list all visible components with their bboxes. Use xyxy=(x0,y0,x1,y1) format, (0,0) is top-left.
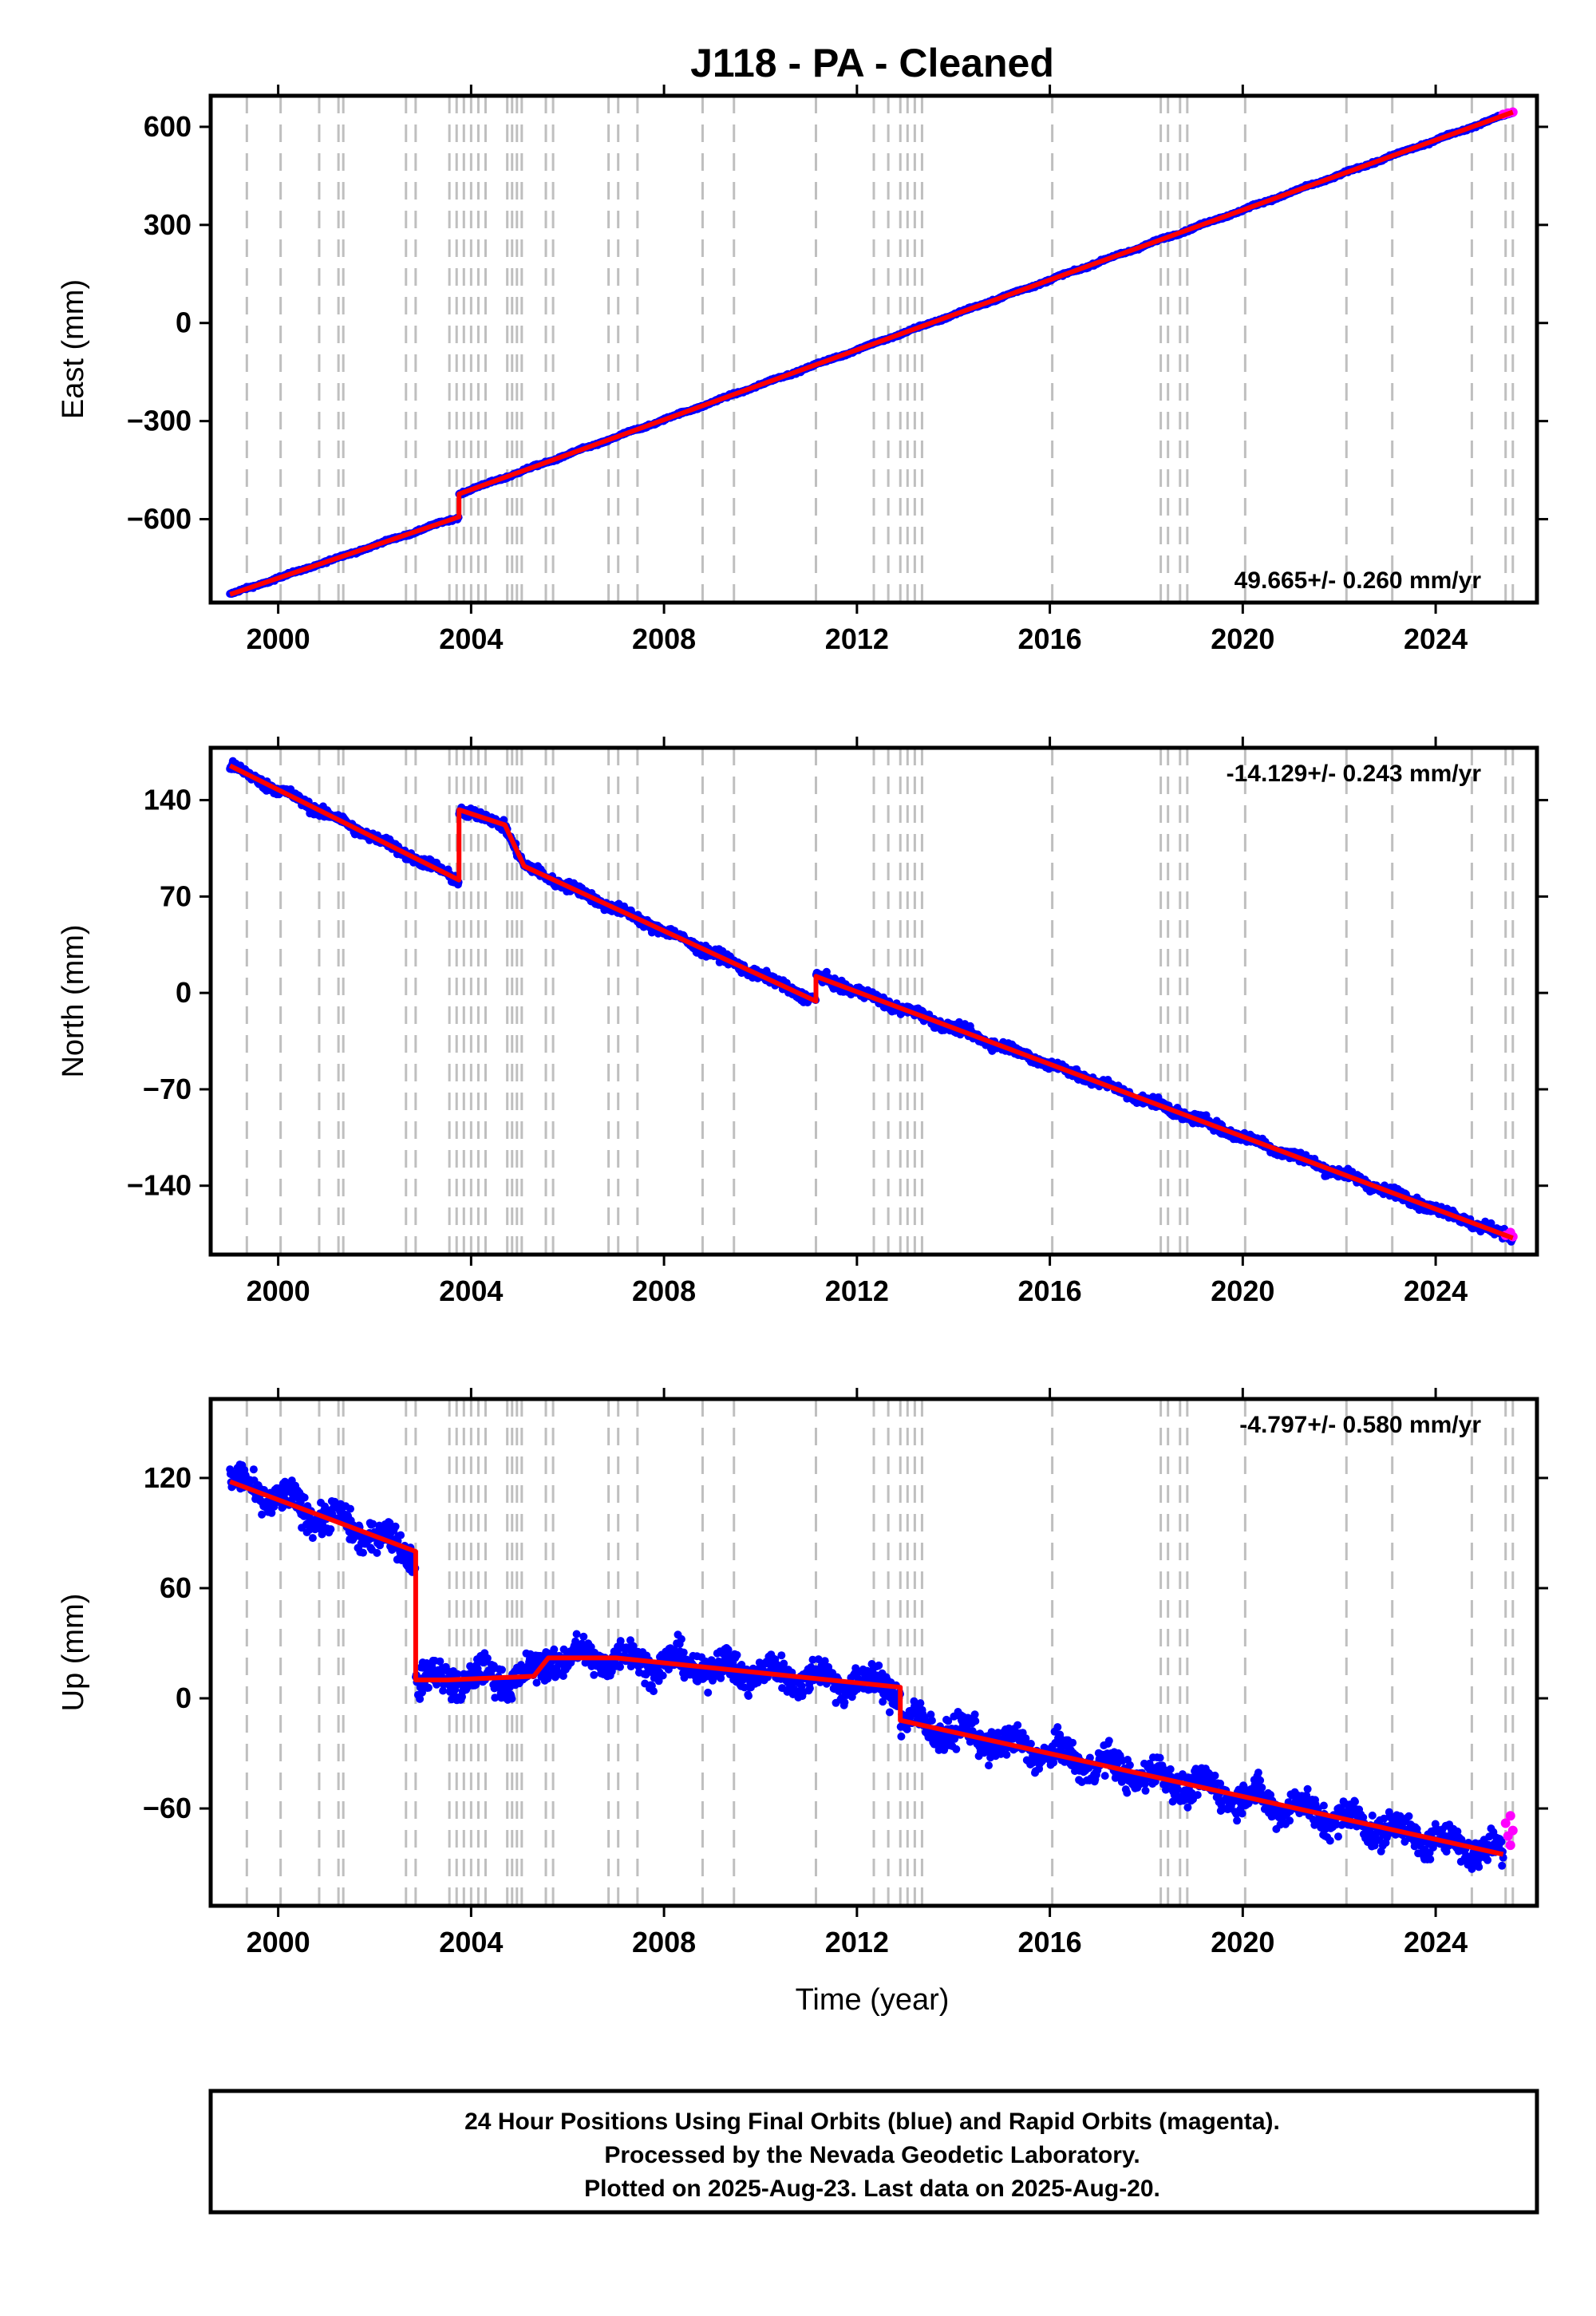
x-tick-label: 2020 xyxy=(1211,1275,1274,1307)
y-tick-label: 0 xyxy=(176,306,192,339)
panels-layer: 600 300 0 −300 −600 2000 2004 2008 2012 2016 2020 2… xyxy=(57,85,1548,1958)
x-tick-label: 2000 xyxy=(247,1275,310,1307)
data-point xyxy=(326,1525,335,1534)
rate-label: 49.665+/- 0.260 mm/yr xyxy=(1235,567,1482,594)
y-tick-label: −70 xyxy=(143,1073,192,1105)
y-tick-label: −300 xyxy=(127,405,192,437)
x-tick-label: 2016 xyxy=(1018,622,1082,655)
x-tick-label: 2004 xyxy=(439,1275,503,1307)
y-tick-label: −600 xyxy=(127,503,192,536)
x-tick-label: 2024 xyxy=(1404,622,1468,655)
data-point xyxy=(267,1508,276,1517)
final-orbit-points xyxy=(226,757,1517,1246)
data-point xyxy=(385,1519,394,1528)
x-tick-label: 2020 xyxy=(1211,622,1274,655)
rate-label: -14.129+/- 0.243 mm/yr xyxy=(1227,761,1482,787)
data-point xyxy=(391,1522,400,1531)
data-point xyxy=(308,1534,317,1543)
x-tick-label: 2016 xyxy=(1018,1275,1082,1307)
x-tick-label: 2008 xyxy=(632,622,696,655)
y-axis-label: East (mm) xyxy=(57,279,90,419)
y-tick-label: 140 xyxy=(144,784,192,816)
data-point xyxy=(249,1465,258,1474)
chart-title: J118 - PA - Cleaned xyxy=(690,41,1054,85)
y-tick-label: −140 xyxy=(127,1169,192,1202)
data-point xyxy=(300,1493,309,1502)
panel-north: 140 70 0 −70 −140 2000 2004 2008 2012 2016 2020 202… xyxy=(57,737,1548,1307)
data-point xyxy=(258,1510,267,1519)
panel-frame xyxy=(208,745,1539,1257)
y-axis-label: North (mm) xyxy=(57,924,90,1077)
x-tick-label: 2024 xyxy=(1404,1275,1468,1307)
x-tick-label: 2004 xyxy=(439,622,503,655)
plot-area xyxy=(226,748,1518,1255)
data-point xyxy=(397,1531,405,1539)
data-point xyxy=(359,1548,367,1557)
y-tick-label: 0 xyxy=(176,976,192,1009)
y-tick-label: 300 xyxy=(144,208,192,241)
model-line xyxy=(228,763,1514,1241)
x-tick-label: 2012 xyxy=(825,1275,889,1307)
data-point xyxy=(416,1694,425,1703)
x-tick-label: 2012 xyxy=(825,622,889,655)
panel-east: 600 300 0 −300 −600 2000 2004 2008 2012 2016 2020 2… xyxy=(57,85,1548,655)
plot-area xyxy=(226,96,1518,603)
x-tick-label: 2008 xyxy=(632,1275,696,1307)
x-tick-label: 2000 xyxy=(247,622,310,655)
data-point xyxy=(373,1548,381,1557)
y-tick-label: 70 xyxy=(160,879,192,912)
model-line xyxy=(229,109,1514,597)
data-point xyxy=(346,1504,354,1513)
plot-area xyxy=(226,1399,1518,1906)
panel-frame xyxy=(208,93,1539,605)
data-point xyxy=(369,1520,377,1528)
y-tick-label: 600 xyxy=(144,110,192,143)
